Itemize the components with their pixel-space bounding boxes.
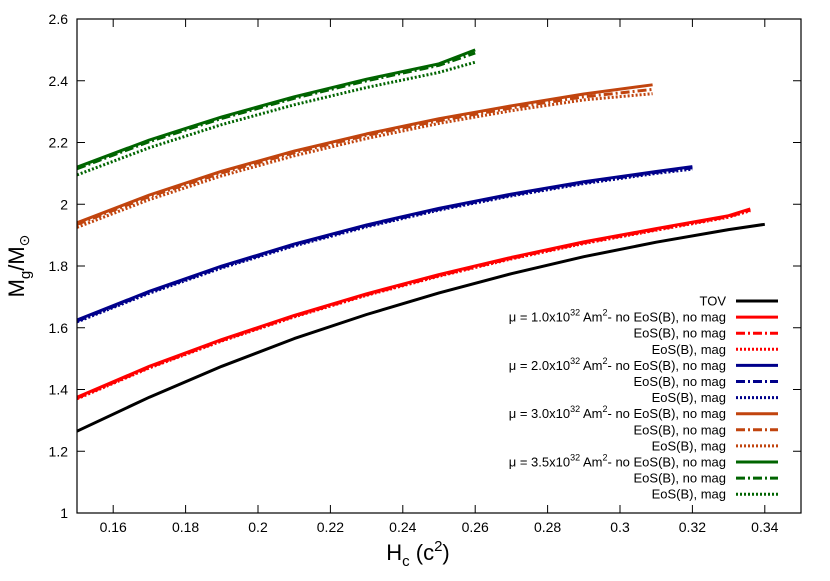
series-line-12 bbox=[76, 60, 476, 177]
y-tick-label: 1.4 bbox=[49, 382, 69, 398]
y-tick-label: 1.2 bbox=[49, 443, 69, 459]
legend-item: EoS(B), no mag bbox=[634, 374, 778, 389]
series-line-5 bbox=[76, 166, 693, 323]
x-tick-label: 0.28 bbox=[534, 519, 561, 535]
series-line-3 bbox=[76, 209, 751, 401]
legend-item: EoS(B), mag bbox=[652, 390, 778, 405]
legend-item: μ = 3.0x1032 Am2- no EoS(B), no mag bbox=[509, 404, 778, 421]
x-axis-label: Hc (c2) bbox=[386, 538, 450, 570]
legend-item: EoS(B), mag bbox=[652, 342, 778, 357]
axis-ticks: 0.16 0.18 0.2 0.22 0.24 0.26 0.28 0.3 0.32 0.34 1 1… bbox=[49, 11, 801, 535]
legend-label: TOV bbox=[700, 294, 727, 309]
x-tick-label: 0.16 bbox=[100, 519, 127, 535]
legend-label: EoS(B), no mag bbox=[634, 326, 727, 341]
legend-label: μ = 3.0x1032 Am2- no EoS(B), no mag bbox=[509, 404, 726, 421]
x-tick-label: 0.18 bbox=[172, 519, 199, 535]
legend-item: EoS(B), no mag bbox=[634, 422, 778, 437]
x-tick-label: 0.22 bbox=[317, 519, 344, 535]
series-line-8 bbox=[76, 87, 653, 226]
series-line-11 bbox=[76, 51, 476, 171]
legend-label: EoS(B), mag bbox=[652, 438, 726, 453]
legend-label: EoS(B), no mag bbox=[634, 374, 727, 389]
y-tick-label: 1.6 bbox=[49, 320, 69, 336]
x-tick-label: 0.26 bbox=[462, 519, 489, 535]
series-line-6 bbox=[76, 167, 693, 324]
series-line-9 bbox=[76, 92, 653, 229]
x-tick-label: 0.24 bbox=[389, 519, 416, 535]
legend-item: μ = 2.0x1032 Am2- no EoS(B), no mag bbox=[509, 356, 778, 373]
y-tick-label: 2.2 bbox=[49, 135, 69, 151]
legend-label: EoS(B), mag bbox=[652, 390, 726, 405]
x-tick-label: 0.34 bbox=[751, 519, 778, 535]
legend-label: μ = 1.0x1032 Am2- no EoS(B), no mag bbox=[509, 308, 726, 325]
x-tick-label: 0.32 bbox=[679, 519, 706, 535]
series-line-7 bbox=[76, 83, 653, 225]
y-tick-label: 2.4 bbox=[49, 73, 69, 89]
x-tick-label: 0.2 bbox=[248, 519, 268, 535]
legend-label: μ = 2.0x1032 Am2- no EoS(B), no mag bbox=[509, 356, 726, 373]
y-axis-label: Mg/M⊙ bbox=[4, 235, 34, 298]
legend-item: μ = 1.0x1032 Am2- no EoS(B), no mag bbox=[509, 308, 778, 325]
series-line-0 bbox=[76, 222, 766, 433]
legend-item: EoS(B), no mag bbox=[634, 326, 778, 341]
series-lines bbox=[76, 48, 766, 433]
legend-item: EoS(B), mag bbox=[652, 487, 778, 502]
legend-label: EoS(B), no mag bbox=[634, 471, 727, 486]
y-tick-label: 1.8 bbox=[49, 258, 69, 274]
legend-label: μ = 3.5x1032 Am2- no EoS(B), no mag bbox=[509, 453, 726, 470]
legend-item: EoS(B), no mag bbox=[634, 471, 778, 486]
legend-item: TOV bbox=[700, 294, 778, 309]
legend-label: EoS(B), mag bbox=[652, 487, 726, 502]
x-tick-label: 0.3 bbox=[610, 519, 630, 535]
y-tick-label: 1 bbox=[60, 505, 68, 521]
y-tick-label: 2.6 bbox=[49, 11, 69, 27]
legend-item: μ = 3.5x1032 Am2- no EoS(B), no mag bbox=[509, 453, 778, 470]
legend-item: EoS(B), mag bbox=[652, 438, 778, 453]
legend-label: EoS(B), mag bbox=[652, 342, 726, 357]
legend-label: EoS(B), no mag bbox=[634, 422, 727, 437]
y-tick-label: 2 bbox=[60, 196, 68, 212]
